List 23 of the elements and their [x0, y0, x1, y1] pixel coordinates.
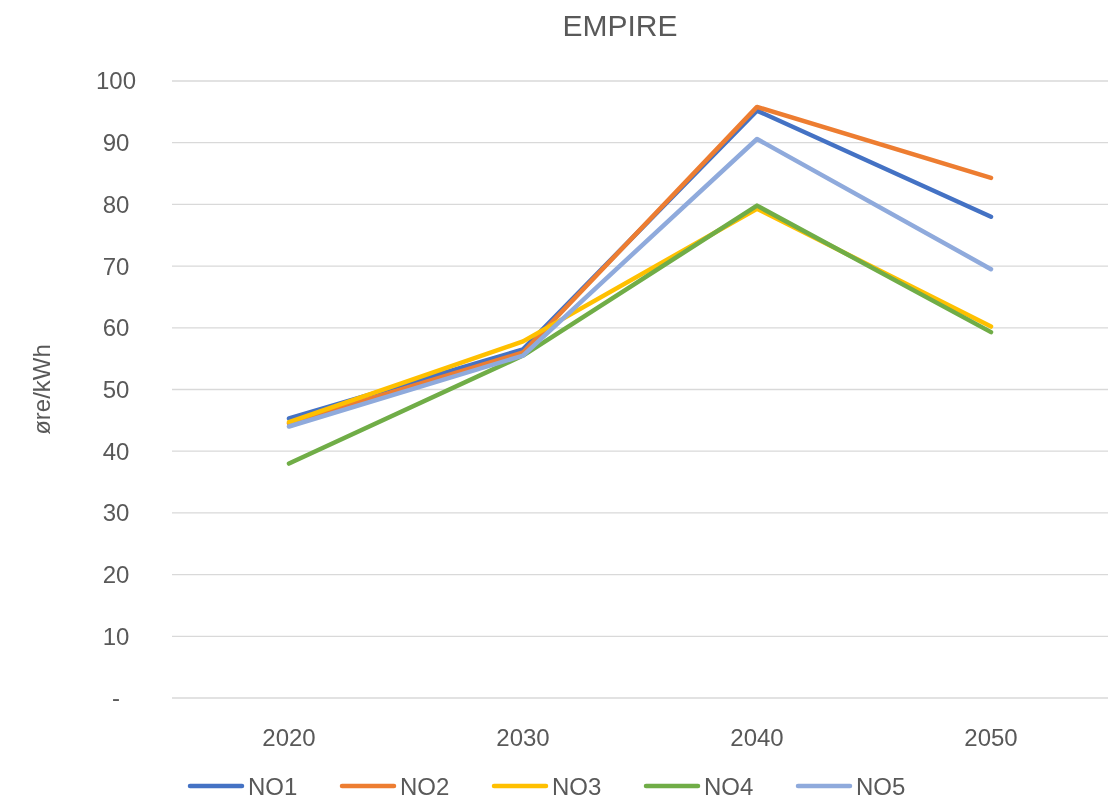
- x-tick-label: 2020: [262, 724, 316, 751]
- legend-label: NO3: [552, 773, 602, 800]
- y-axis-title: øre/kWh: [28, 344, 55, 435]
- y-tick-label: 20: [102, 561, 130, 588]
- line-series: [286, 203, 994, 466]
- y-tick-label: 30: [102, 499, 130, 527]
- legend-label: NO2: [400, 773, 450, 800]
- y-tick-label: 10: [102, 622, 130, 650]
- legend-label: NO5: [856, 773, 906, 800]
- y-tick-label: 50: [102, 375, 130, 403]
- y-tick-label: 60: [102, 314, 130, 342]
- x-tick-label: 2050: [964, 724, 1018, 751]
- legend-label: NO4: [704, 773, 754, 800]
- y-tick-label: 100: [95, 67, 137, 95]
- y-tick-label: -: [112, 684, 120, 712]
- y-tick-label: 80: [102, 190, 130, 218]
- y-tick-label: 70: [102, 252, 130, 280]
- x-tick-label: 2030: [496, 724, 550, 751]
- chart-title: EMPIRE: [562, 9, 678, 42]
- x-tick-label: 2040: [730, 724, 784, 751]
- y-tick-label: 40: [102, 437, 130, 465]
- y-tick-label: 90: [102, 129, 130, 157]
- legend-label: NO1: [248, 773, 298, 800]
